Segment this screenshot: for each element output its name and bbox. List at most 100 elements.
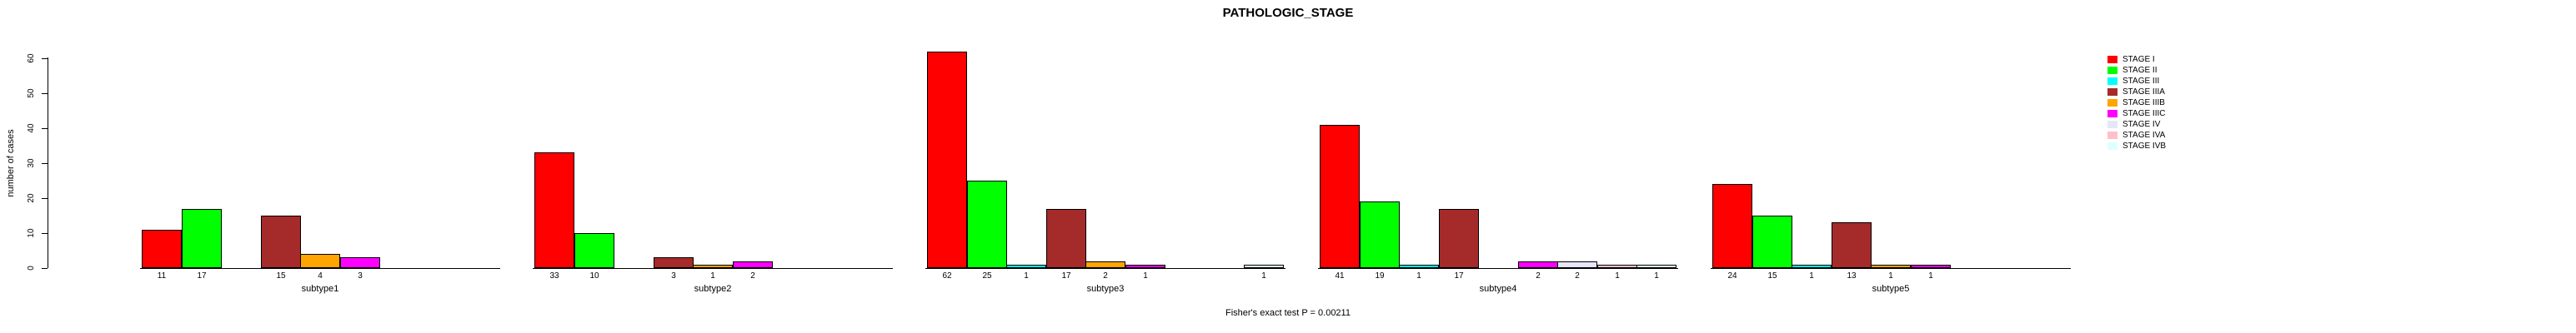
bar-subtype3-stage-iiic xyxy=(1125,265,1165,268)
legend-item: STAGE III xyxy=(2107,76,2166,87)
bar-count-label: 4 xyxy=(318,271,323,281)
group-baseline xyxy=(1318,268,1679,269)
legend-label: STAGE IVA xyxy=(2122,131,2166,140)
bar-count-label: 19 xyxy=(1375,271,1385,281)
legend-label: STAGE IIIC xyxy=(2122,109,2166,118)
y-tick-label: 50 xyxy=(27,88,36,98)
group-label-subtype4: subtype4 xyxy=(1479,284,1517,294)
bar-count-label: 3 xyxy=(671,271,676,281)
bar-subtype3-stage-iiib xyxy=(1085,261,1125,268)
y-tick-label: 10 xyxy=(27,228,36,238)
bar-subtype1-stage-i xyxy=(142,230,182,268)
bar-subtype1-stage-iiic xyxy=(340,257,380,268)
legend-item: STAGE IIIB xyxy=(2107,97,2166,108)
bar-subtype4-stage-iv xyxy=(1557,261,1597,268)
y-tick xyxy=(42,58,48,59)
group-baseline xyxy=(533,268,894,269)
legend-label: STAGE IVB xyxy=(2122,142,2167,151)
bar-count-label: 15 xyxy=(1767,271,1777,281)
bar-count-label: 17 xyxy=(197,271,207,281)
bar-count-label: 25 xyxy=(982,271,992,281)
y-tick xyxy=(42,198,48,199)
bar-count-label: 41 xyxy=(1335,271,1345,281)
bar-subtype3-stage-ii xyxy=(967,181,1007,268)
bar-subtype2-stage-iiia xyxy=(654,257,694,268)
bar-subtype4-stage-iii xyxy=(1399,265,1439,268)
y-tick xyxy=(42,268,48,269)
legend-label: STAGE IV xyxy=(2122,120,2161,129)
chart-title: PATHOLOGIC_STAGE xyxy=(1222,6,1354,20)
bar-subtype4-stage-i xyxy=(1320,125,1360,268)
y-axis-label: number of cases xyxy=(6,129,16,197)
bar-count-label: 1 xyxy=(1928,271,1933,281)
bar-count-label: 1 xyxy=(1416,271,1421,281)
bar-count-label: 33 xyxy=(549,271,559,281)
bar-count-label: 24 xyxy=(1727,271,1737,281)
bar-count-label: 1 xyxy=(1654,271,1659,281)
annotation-text: Fisher's exact test P = 0.00211 xyxy=(1225,308,1351,318)
bar-subtype1-stage-iiib xyxy=(300,254,340,268)
bar-subtype4-stage-ii xyxy=(1360,201,1400,268)
legend-item: STAGE IVA xyxy=(2107,130,2166,141)
legend-swatch-icon xyxy=(2107,56,2117,63)
bar-subtype5-stage-ii xyxy=(1752,216,1792,268)
legend-label: STAGE IIIA xyxy=(2122,87,2165,97)
legend-item: STAGE IIIC xyxy=(2107,108,2166,119)
bar-subtype3-stage-iiia xyxy=(1046,209,1086,268)
legend-swatch-icon xyxy=(2107,67,2117,74)
legend-swatch-icon xyxy=(2107,77,2117,85)
legend-swatch-icon xyxy=(2107,88,2117,96)
bar-subtype2-stage-ii xyxy=(574,233,614,268)
bar-count-label: 1 xyxy=(1809,271,1814,281)
bar-count-label: 17 xyxy=(1061,271,1071,281)
bar-count-label: 1 xyxy=(1615,271,1620,281)
legend-label: STAGE I xyxy=(2122,55,2155,64)
legend-item: STAGE IIIA xyxy=(2107,87,2166,97)
bar-count-label: 1 xyxy=(710,271,715,281)
bar-count-label: 1 xyxy=(1888,271,1893,281)
y-tick-label: 20 xyxy=(27,193,36,203)
bar-count-label: 10 xyxy=(589,271,599,281)
bar-count-label: 2 xyxy=(750,271,755,281)
bar-count-label: 15 xyxy=(276,271,286,281)
bar-count-label: 1 xyxy=(1261,271,1266,281)
y-tick-label: 60 xyxy=(27,53,36,63)
legend-item: STAGE II xyxy=(2107,65,2166,76)
y-tick xyxy=(42,163,48,164)
bar-subtype4-stage-ivb xyxy=(1636,265,1676,268)
bar-count-label: 17 xyxy=(1454,271,1464,281)
bar-subtype3-stage-iii xyxy=(1006,265,1046,268)
bar-subtype4-stage-iiic xyxy=(1518,261,1558,268)
group-label-subtype2: subtype2 xyxy=(694,284,732,294)
legend-item: STAGE IV xyxy=(2107,119,2166,130)
legend: STAGE I STAGE II STAGE III STAGE IIIA STAGE … xyxy=(2107,54,2166,152)
legend-swatch-icon xyxy=(2107,132,2117,139)
bar-subtype2-stage-iiib xyxy=(693,265,733,268)
bar-count-label: 13 xyxy=(1847,271,1857,281)
legend-swatch-icon xyxy=(2107,142,2117,150)
bar-subtype4-stage-iva xyxy=(1597,265,1637,268)
bar-subtype2-stage-iiic xyxy=(733,261,773,268)
bar-subtype5-stage-iiib xyxy=(1871,265,1911,268)
group-baseline xyxy=(1711,268,2072,269)
bar-subtype3-stage-i xyxy=(927,52,967,268)
bar-subtype5-stage-iii xyxy=(1792,265,1832,268)
bar-subtype2-stage-i xyxy=(534,152,574,268)
y-tick-label: 40 xyxy=(27,123,36,133)
legend-label: STAGE III xyxy=(2122,77,2160,86)
bar-count-label: 11 xyxy=(157,271,167,281)
bar-subtype4-stage-iiia xyxy=(1439,209,1479,268)
y-tick xyxy=(42,128,48,129)
bar-subtype1-stage-iiia xyxy=(261,216,301,268)
y-tick xyxy=(42,93,48,94)
bar-subtype5-stage-iiic xyxy=(1911,265,1951,268)
bar-count-label: 1 xyxy=(1143,271,1148,281)
legend-swatch-icon xyxy=(2107,99,2117,107)
group-label-subtype3: subtype3 xyxy=(1086,284,1125,294)
legend-item: STAGE I xyxy=(2107,54,2166,65)
bar-count-label: 2 xyxy=(1575,271,1580,281)
y-tick xyxy=(42,233,48,234)
bar-count-label: 2 xyxy=(1536,271,1541,281)
bar-subtype5-stage-iiia xyxy=(1832,222,1872,268)
